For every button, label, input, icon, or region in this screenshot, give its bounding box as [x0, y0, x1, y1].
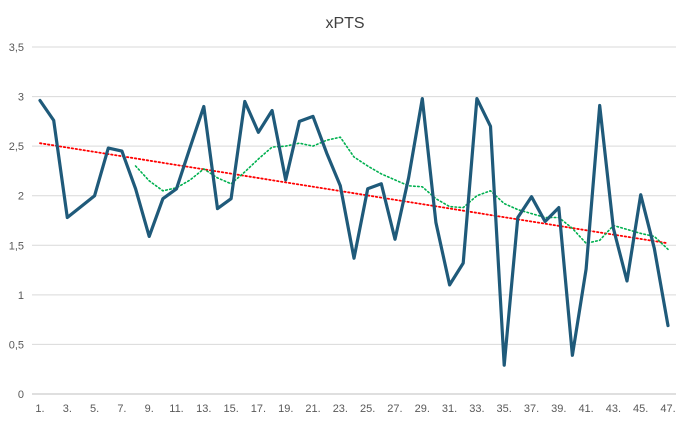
x-tick-label: 43. [606, 403, 621, 415]
y-tick-label: 2 [18, 191, 24, 203]
series-group [38, 96, 670, 367]
y-tick-label: 3,5 [9, 42, 24, 54]
y-tick-label: 1,5 [9, 240, 24, 252]
x-axis-ticks: 1. 3. 5. 7. 9. 11. 13. 15. 17. 19. 21. 23. 25. 27. 29.… [35, 403, 675, 415]
linear-trendline [39, 142, 669, 245]
x-tick-label: 45. [633, 403, 648, 415]
x-tick-label: 41. [578, 403, 593, 415]
x-tick-label: 33. [469, 403, 484, 415]
x-tick-label: 13. [196, 403, 211, 415]
x-tick-label: 11. [169, 403, 183, 415]
x-tick-label: 25. [360, 403, 375, 415]
x-tick-label: 23. [333, 403, 348, 415]
xpts-series-line [38, 96, 670, 367]
y-tick-label: 2,5 [9, 141, 24, 153]
y-axis-ticks: 0 0,5 1 1,5 2 2,5 3 3,5 [9, 42, 24, 401]
chart-title: xPTS [325, 15, 364, 32]
x-tick-label: 3. [63, 403, 72, 415]
moving-average-line [134, 136, 669, 251]
x-tick-label: 37. [524, 403, 539, 415]
x-tick-label: 27. [387, 403, 402, 415]
x-tick-label: 5. [90, 403, 99, 415]
x-tick-label: 1. [35, 403, 44, 415]
x-tick-label: 7. [117, 403, 126, 415]
y-tick-label: 0,5 [9, 339, 24, 351]
x-tick-label: 19. [278, 403, 293, 415]
gridlines [32, 46, 676, 395]
x-tick-label: 29. [415, 403, 430, 415]
y-tick-label: 1 [18, 290, 24, 302]
x-tick-label: 17. [251, 403, 266, 415]
x-tick-label: 15. [223, 403, 238, 415]
y-tick-label: 0 [18, 389, 24, 401]
x-tick-label: 31. [442, 403, 457, 415]
x-tick-label: 21. [305, 403, 320, 415]
x-tick-label: 35. [497, 403, 512, 415]
x-tick-label: 47. [660, 403, 675, 415]
x-tick-label: 39. [551, 403, 566, 415]
y-tick-label: 3 [18, 92, 24, 104]
x-tick-label: 9. [145, 403, 154, 415]
